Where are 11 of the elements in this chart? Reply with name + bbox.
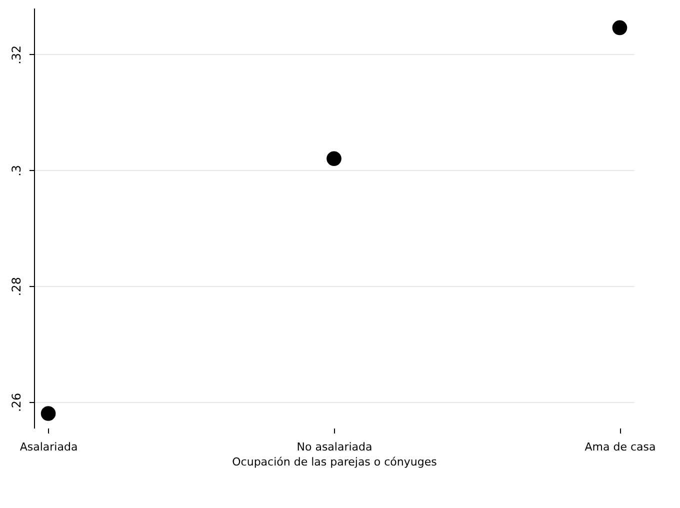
y-tick-label: .32 (10, 45, 24, 64)
y-tick-label: .28 (10, 277, 24, 296)
x-tick-label: Asalariada (20, 440, 78, 454)
y-tick-label: .3 (10, 164, 24, 176)
x-tick-label: Ama de casa (584, 440, 656, 454)
y-tick-label: .26 (10, 392, 24, 412)
point (612, 20, 628, 36)
x-tick-label: No asalariada (296, 440, 372, 454)
point (326, 151, 342, 166)
x-axis-title: Ocupación de las parejas o cónyuges (232, 456, 438, 468)
point (40, 406, 56, 421)
